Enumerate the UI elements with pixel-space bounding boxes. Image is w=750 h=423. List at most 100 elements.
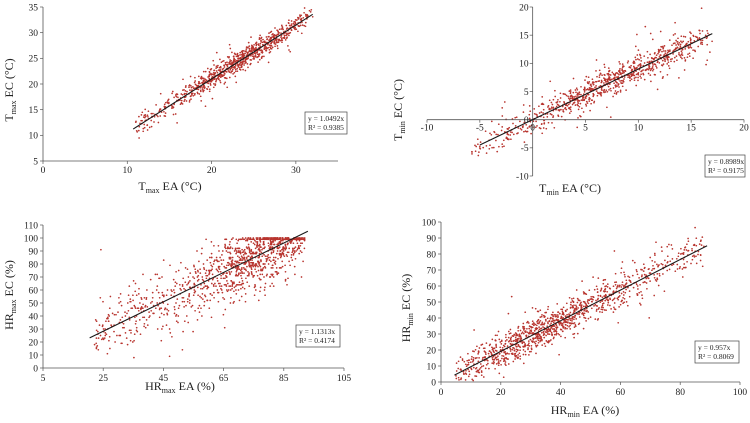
data-point — [517, 345, 520, 347]
data-point — [571, 316, 574, 318]
data-point — [263, 55, 265, 58]
data-point — [547, 322, 549, 325]
data-point — [237, 247, 240, 250]
data-point — [292, 22, 295, 25]
data-point — [511, 335, 514, 337]
data-point — [220, 259, 223, 261]
data-point — [160, 339, 163, 342]
data-point — [220, 285, 223, 287]
data-point — [560, 308, 562, 311]
data-point — [552, 107, 554, 110]
data-point — [161, 276, 163, 278]
data-point — [553, 333, 556, 336]
data-point — [241, 286, 244, 289]
data-point — [243, 287, 246, 290]
data-point — [200, 100, 203, 102]
data-point — [182, 78, 184, 81]
data-point — [526, 127, 529, 129]
data-point — [212, 283, 215, 286]
data-point — [571, 98, 574, 100]
data-point — [550, 326, 553, 329]
data-point — [667, 65, 670, 67]
data-point — [189, 89, 191, 91]
data-point — [217, 69, 220, 71]
data-point — [690, 32, 692, 35]
data-point — [458, 379, 460, 381]
data-point — [534, 126, 537, 129]
data-point — [568, 112, 571, 114]
data-point — [623, 78, 625, 80]
data-point — [625, 279, 628, 282]
data-point — [559, 97, 562, 99]
data-point — [201, 298, 204, 300]
data-point — [473, 350, 475, 353]
data-point — [566, 324, 569, 327]
data-point — [679, 45, 682, 48]
data-point — [148, 311, 150, 313]
data-point — [617, 321, 620, 324]
data-point — [492, 355, 495, 358]
data-point — [527, 322, 530, 324]
data-point — [586, 102, 589, 104]
data-point — [608, 293, 611, 296]
data-point — [536, 322, 539, 325]
data-point — [231, 68, 234, 71]
y-tick-label: 70 — [29, 273, 39, 283]
data-point — [628, 290, 631, 292]
data-point — [537, 333, 540, 335]
data-point — [603, 309, 606, 311]
data-point — [220, 263, 223, 265]
data-point — [269, 37, 272, 40]
data-point — [491, 356, 494, 359]
data-point — [560, 335, 562, 338]
data-point — [582, 314, 585, 317]
data-point — [582, 327, 585, 330]
x-axis-title: HRmax EA (%) — [145, 379, 215, 395]
data-point — [576, 312, 578, 315]
data-point — [623, 284, 625, 287]
data-point — [155, 104, 157, 106]
data-point — [122, 322, 125, 325]
data-point — [477, 360, 480, 363]
equation-box-frame — [295, 324, 341, 348]
data-point — [303, 247, 306, 250]
data-point — [171, 90, 174, 93]
data-point — [143, 325, 145, 328]
data-point — [656, 263, 658, 266]
data-point — [236, 260, 239, 263]
data-point — [472, 379, 475, 382]
data-point — [204, 105, 207, 108]
data-point — [587, 317, 590, 320]
data-point — [597, 297, 599, 300]
data-point — [163, 294, 165, 297]
data-point — [242, 282, 245, 285]
data-point — [582, 300, 585, 303]
data-point — [619, 63, 621, 65]
data-point — [622, 286, 625, 288]
data-point — [464, 363, 467, 366]
y-tick-label: 10 — [29, 132, 39, 142]
data-point — [151, 291, 154, 294]
data-point — [199, 295, 201, 298]
data-point — [650, 60, 653, 63]
data-point — [268, 237, 271, 239]
data-point — [616, 285, 619, 288]
data-point — [689, 41, 692, 44]
data-point — [262, 242, 265, 245]
data-point — [133, 304, 136, 307]
data-point — [604, 288, 606, 291]
data-point — [495, 350, 498, 352]
data-point — [678, 41, 681, 44]
data-point — [234, 264, 237, 267]
data-point — [506, 352, 509, 355]
data-point — [235, 261, 238, 264]
data-point — [288, 247, 291, 250]
data-point — [583, 292, 585, 295]
data-point — [258, 37, 261, 39]
data-point — [237, 57, 239, 60]
data-point — [128, 329, 131, 332]
data-point — [548, 320, 551, 323]
data-point — [613, 73, 616, 76]
data-point — [245, 261, 248, 264]
